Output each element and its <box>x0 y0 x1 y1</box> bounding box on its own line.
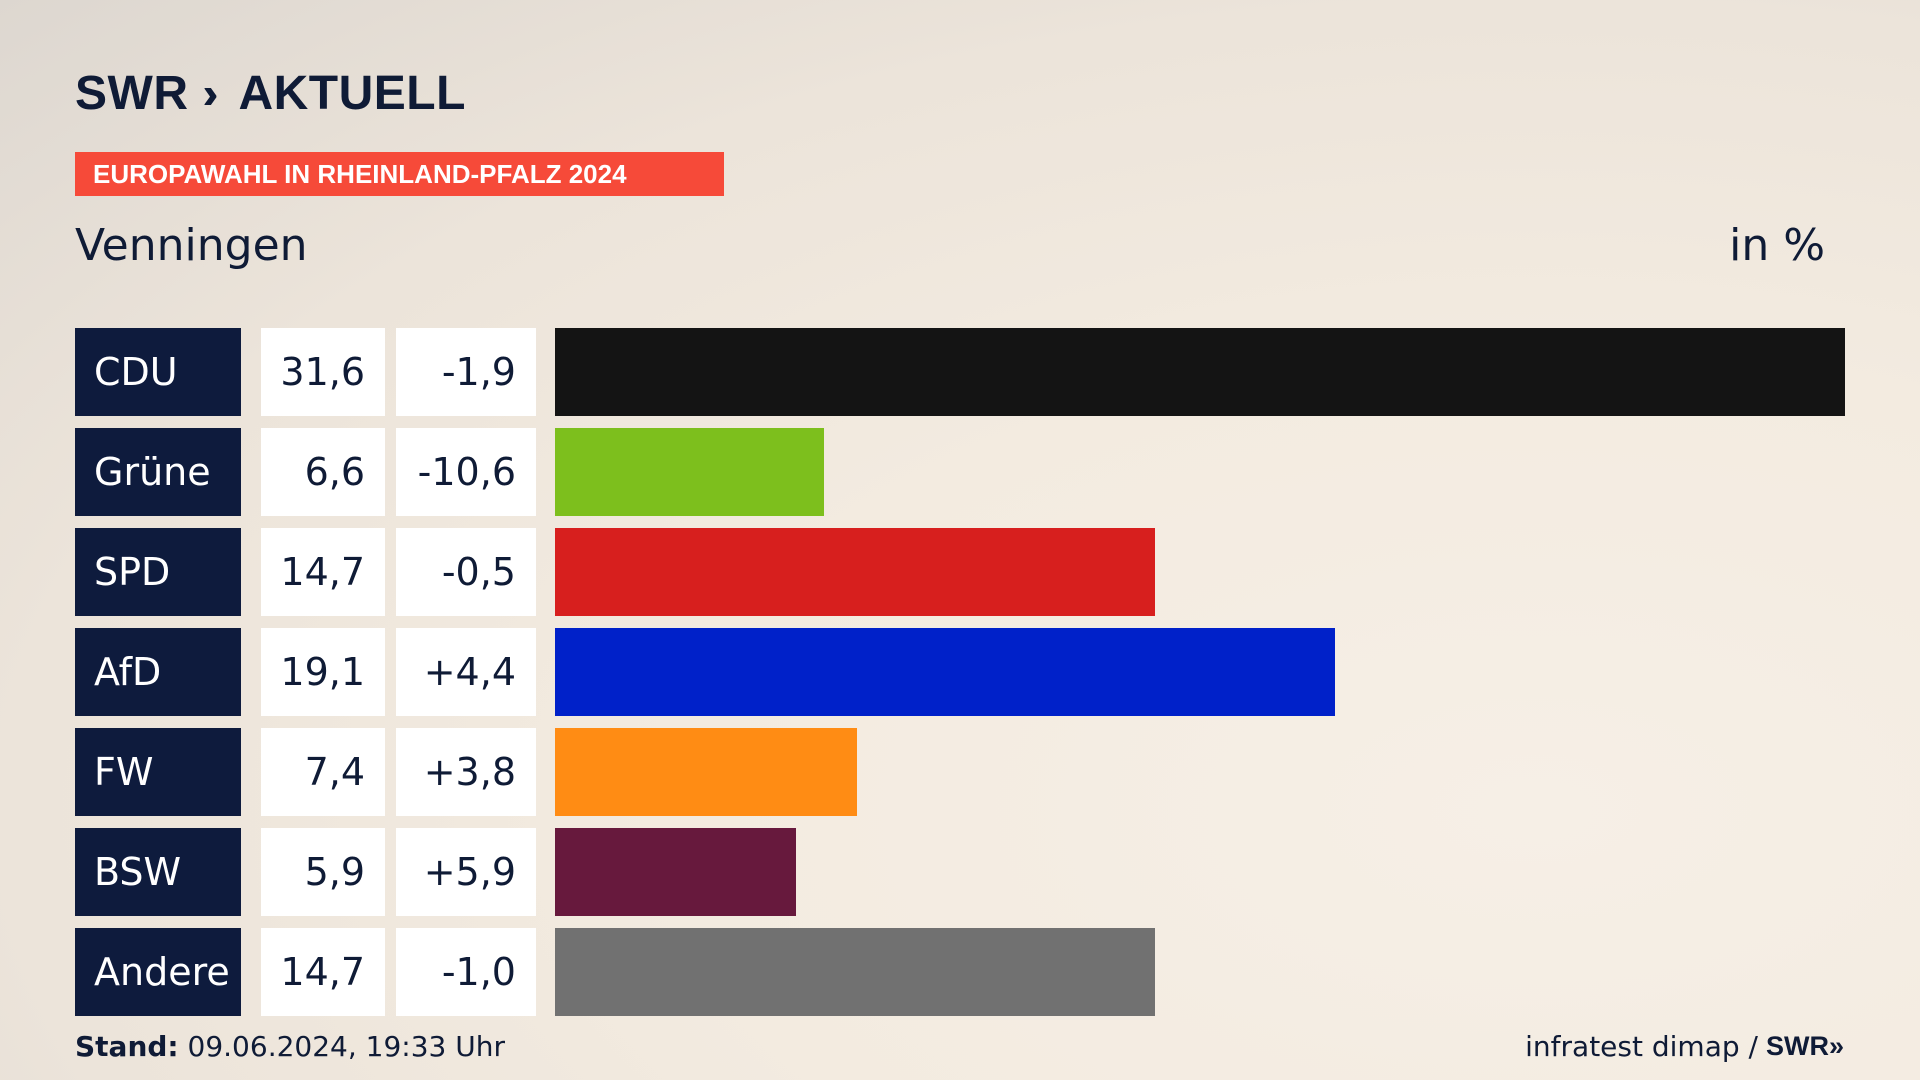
result-bar <box>555 728 857 816</box>
chevron-right-icon: ››› <box>202 68 218 118</box>
share-value: 7,4 <box>261 728 385 816</box>
stand-label: Stand: <box>75 1030 179 1063</box>
diff-value: -0,5 <box>396 528 536 616</box>
party-label: AfD <box>75 628 241 716</box>
party-label: SPD <box>75 528 241 616</box>
swr-brand: SWR» <box>1766 1031 1844 1062</box>
share-value: 14,7 <box>261 928 385 1016</box>
logo-aktuell-text: AKTUELL <box>238 67 466 120</box>
result-bar <box>555 928 1155 1016</box>
party-label: FW <box>75 728 241 816</box>
chevron-right-icon: » <box>1828 1031 1844 1061</box>
timestamp: Stand: 09.06.2024, 19:33 Uhr <box>75 1030 505 1063</box>
share-value: 14,7 <box>261 528 385 616</box>
share-value: 31,6 <box>261 328 385 416</box>
diff-value: -1,0 <box>396 928 536 1016</box>
diff-value: +4,4 <box>396 628 536 716</box>
result-bar <box>555 328 1845 416</box>
party-label: BSW <box>75 828 241 916</box>
election-banner: EUROPAWAHL IN RHEINLAND-PFALZ 2024 <box>75 152 724 196</box>
logo-swr-text: SWR <box>75 67 189 120</box>
diff-value: +3,8 <box>396 728 536 816</box>
source-credit: infratest dimap / SWR» <box>1525 1030 1844 1063</box>
stand-value: 09.06.2024, 19:33 Uhr <box>187 1030 505 1063</box>
unit-label: in % <box>1729 220 1825 271</box>
share-value: 19,1 <box>261 628 385 716</box>
result-bar <box>555 628 1335 716</box>
source-text: infratest dimap / <box>1525 1030 1758 1063</box>
swr-aktuell-logo: SWR ››› AKTUELL <box>75 66 466 121</box>
share-value: 6,6 <box>261 428 385 516</box>
party-label: Grüne <box>75 428 241 516</box>
party-label: Andere <box>75 928 241 1016</box>
swr-brand-text: SWR <box>1765 1031 1829 1061</box>
diff-value: +5,9 <box>396 828 536 916</box>
result-bar <box>555 428 824 516</box>
diff-value: -10,6 <box>396 428 536 516</box>
location-title: Venningen <box>75 220 308 271</box>
diff-value: -1,9 <box>396 328 536 416</box>
result-bar <box>555 828 796 916</box>
share-value: 5,9 <box>261 828 385 916</box>
party-label: CDU <box>75 328 241 416</box>
result-bar <box>555 528 1155 616</box>
